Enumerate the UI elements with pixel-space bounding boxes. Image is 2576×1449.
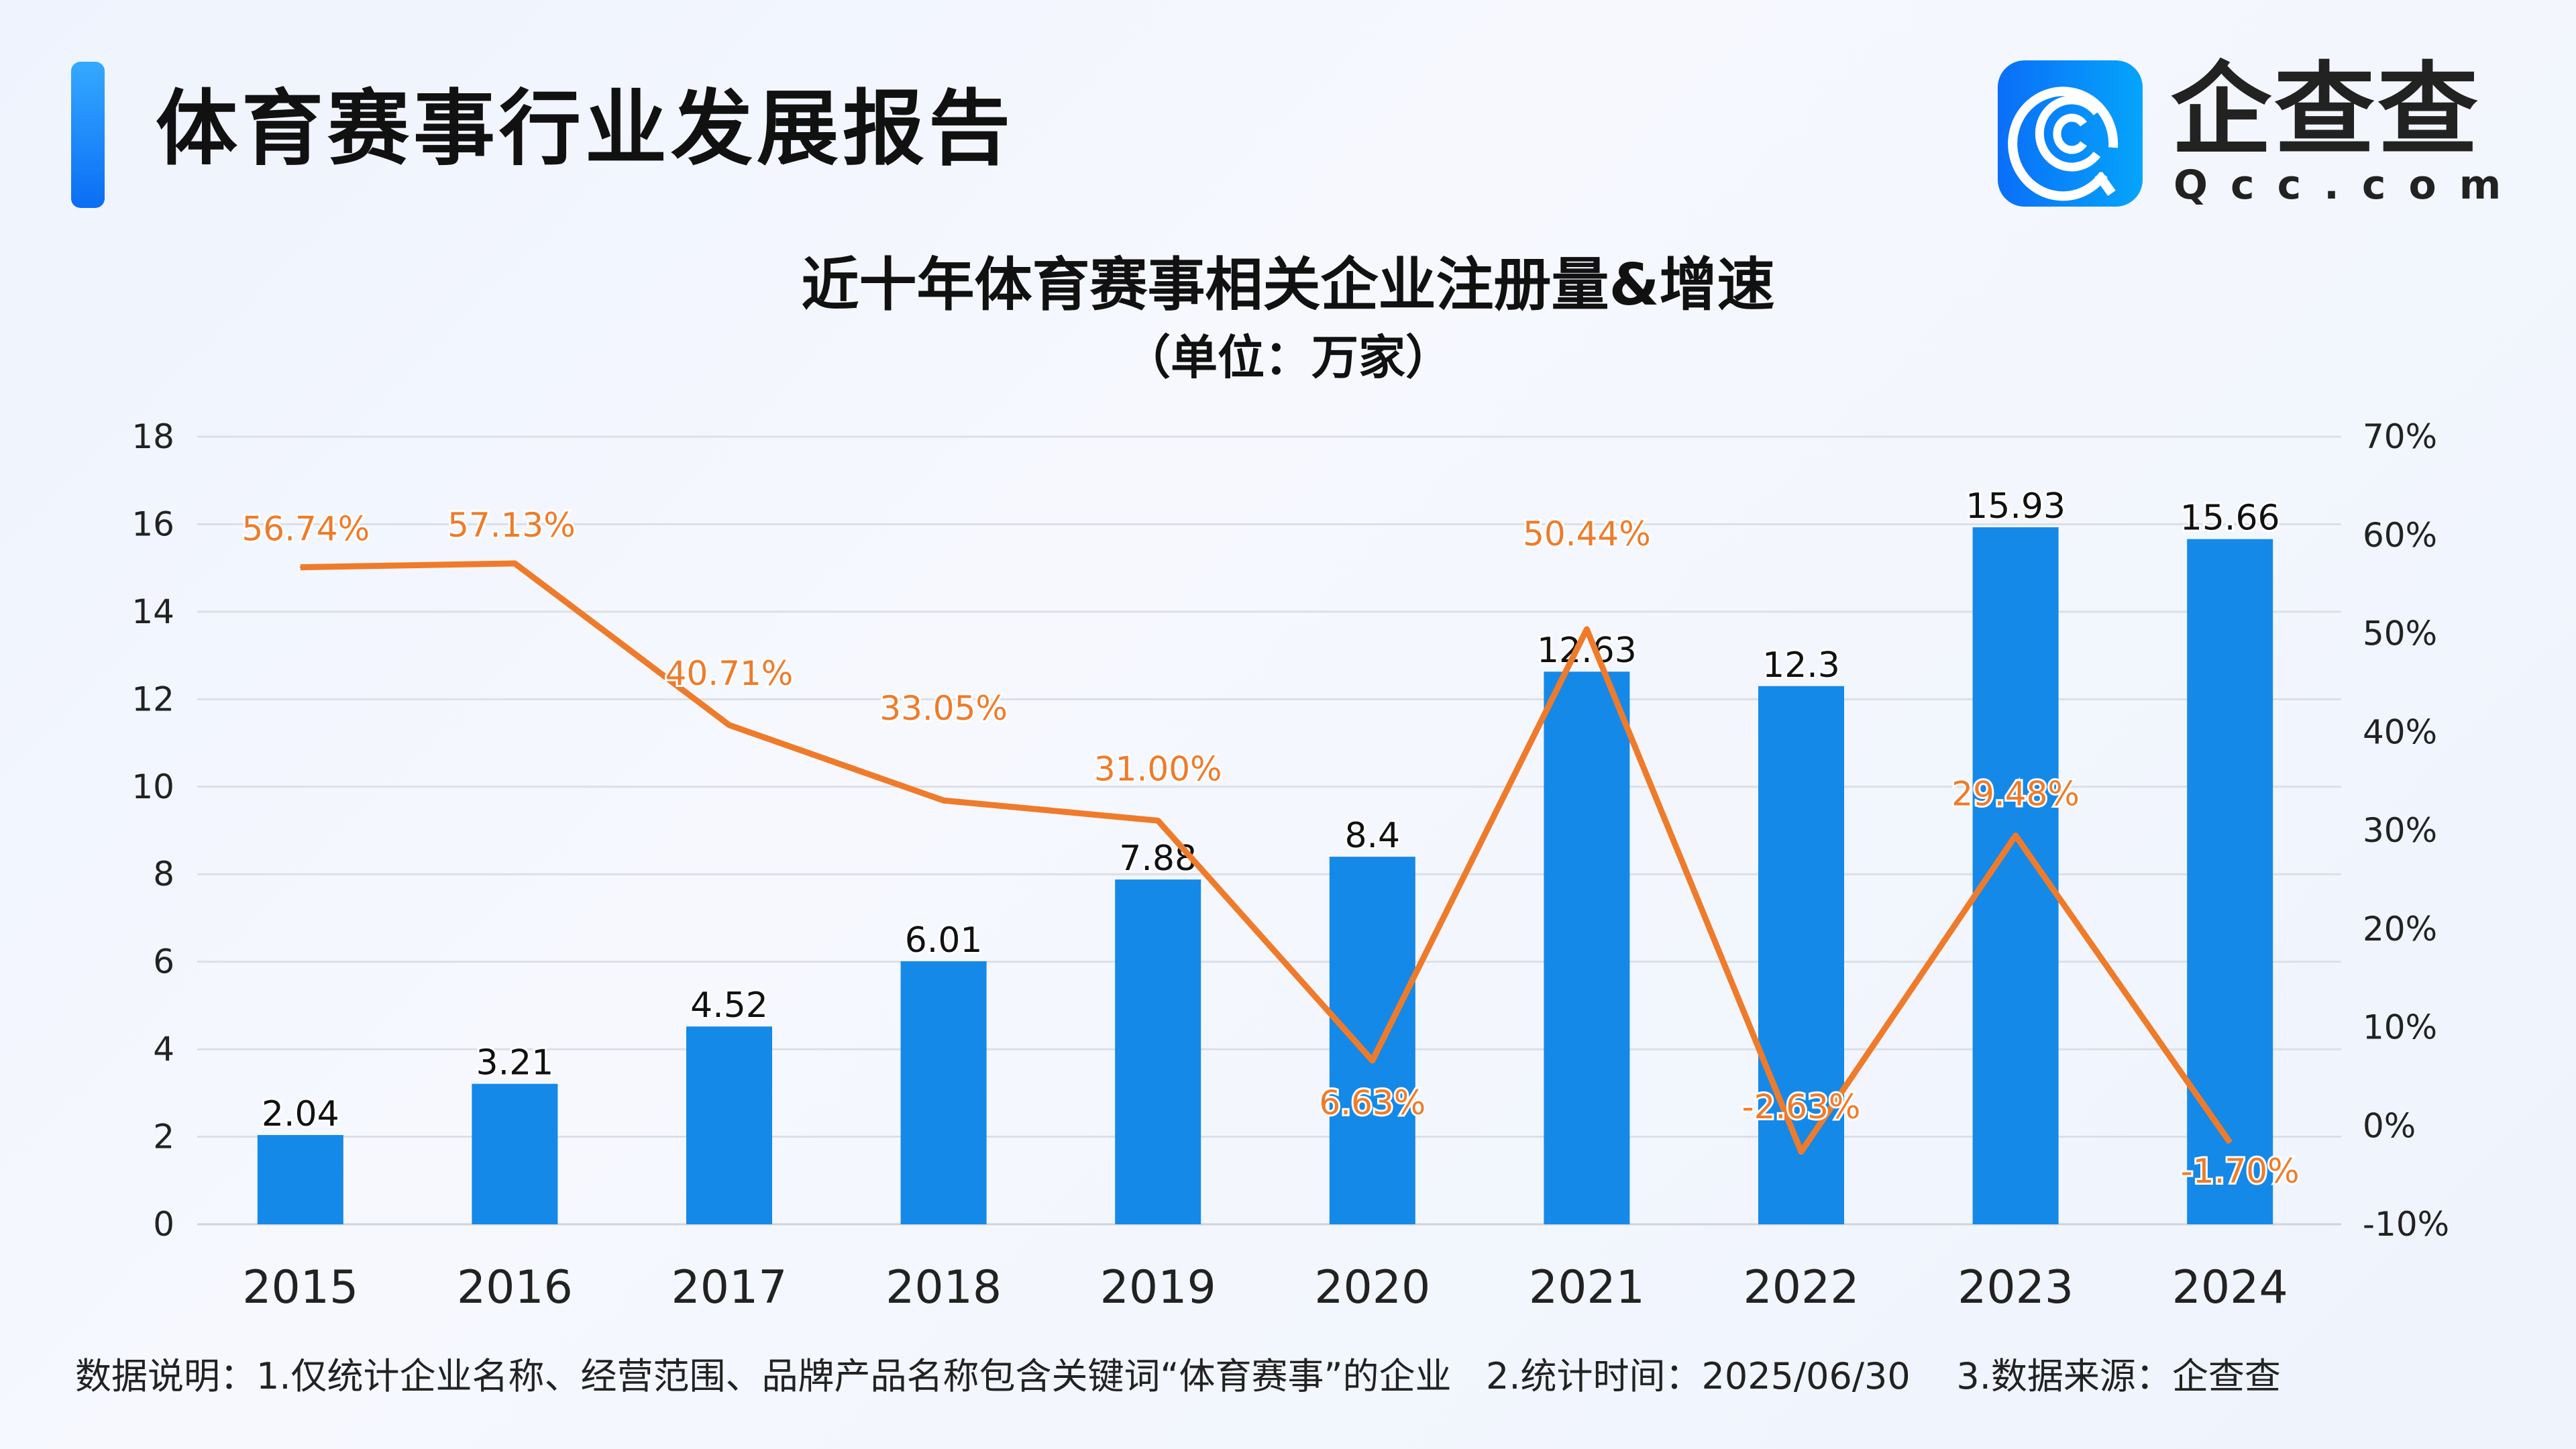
footer-note: 数据说明：1.仅统计企业名称、经营范围、品牌产品名称包含关键词“体育赛事”的企业… xyxy=(75,1355,2281,1397)
line-data-label: 50.44% xyxy=(1523,515,1651,553)
y-right-tick-label: 20% xyxy=(2363,910,2437,949)
bar-2015 xyxy=(257,1134,343,1224)
page-title: 体育赛事行业发展报告 xyxy=(156,81,1014,176)
line-point-2023 xyxy=(2015,835,2017,837)
line-data-label: 40.71% xyxy=(665,654,794,693)
y-right-tick-label: 10% xyxy=(2363,1008,2437,1047)
bar-2024 xyxy=(2187,539,2273,1224)
y-right-tick-label: 70% xyxy=(2363,417,2437,456)
logo-text-cn: 企查查 xyxy=(2171,52,2481,169)
bar-2020 xyxy=(1329,857,1415,1224)
line-point-2016 xyxy=(514,562,516,564)
x-tick-label: 2021 xyxy=(1529,1261,1645,1314)
x-tick-label: 2019 xyxy=(1100,1261,1216,1314)
line-data-label: -2.63% xyxy=(1742,1087,1861,1126)
y-left-tick-label: 2 xyxy=(153,1118,174,1157)
bar-data-label: 3.21 xyxy=(476,1043,554,1083)
line-data-label: 57.13% xyxy=(447,506,576,545)
line-data-label: 29.48% xyxy=(1951,775,2080,814)
y-right-tick-label: -10% xyxy=(2363,1205,2449,1244)
line-data-label: -1.70% xyxy=(2181,1152,2300,1191)
x-tick-label: 2020 xyxy=(1314,1261,1430,1314)
line-data-label: 56.74% xyxy=(241,510,370,549)
line-point-2019 xyxy=(1157,820,1159,822)
x-tick-label: 2024 xyxy=(2172,1261,2288,1314)
bar-data-label: 6.01 xyxy=(905,920,983,961)
bar-data-label: 15.93 xyxy=(1966,486,2065,527)
y-left-tick-label: 18 xyxy=(131,417,174,456)
line-point-2020 xyxy=(1371,1059,1373,1061)
y-left-tick-label: 0 xyxy=(153,1205,174,1244)
line-data-label: 6.63% xyxy=(1319,1083,1426,1122)
y-right-tick-label: 40% xyxy=(2363,712,2437,751)
y-right-tick-label: 0% xyxy=(2363,1106,2416,1145)
line-data-label: 31.00% xyxy=(1094,749,1222,788)
chart-title: 近十年体育赛事相关企业注册量&增速 xyxy=(801,252,1775,319)
bar-2022 xyxy=(1758,686,1844,1224)
x-tick-label: 2023 xyxy=(1957,1261,2074,1314)
qcc-logo-icon xyxy=(1998,60,2143,207)
y-left-tick-label: 8 xyxy=(153,855,174,894)
y-left-tick-label: 12 xyxy=(131,680,174,718)
growth-rate-line xyxy=(300,560,2233,1155)
y-left-tick-label: 16 xyxy=(131,504,174,543)
y-right-tick-label: 30% xyxy=(2363,811,2437,850)
x-tick-label: 2022 xyxy=(1743,1261,1859,1314)
line-point-2021 xyxy=(1586,629,1588,631)
header-accent-bar xyxy=(71,62,105,208)
bar-data-label: 4.52 xyxy=(690,985,768,1026)
bar-data-label: 2.04 xyxy=(262,1094,339,1134)
bar-data-label: 15.66 xyxy=(2180,498,2280,539)
bar-data-label: 7.88 xyxy=(1119,839,1197,879)
y-right-tick-label: 50% xyxy=(2363,614,2437,653)
bar-2017 xyxy=(686,1026,772,1224)
line-point-2024 xyxy=(2229,1142,2231,1144)
line-data-label: 33.05% xyxy=(879,689,1008,728)
x-tick-label: 2018 xyxy=(885,1261,1002,1314)
chart-subtitle: （单位：万家） xyxy=(1124,330,1452,385)
x-tick-label: 2017 xyxy=(671,1261,787,1314)
y-right-tick-label: 60% xyxy=(2363,516,2437,555)
line-point-2018 xyxy=(943,800,945,802)
bar-2018 xyxy=(900,961,987,1224)
line-point-2022 xyxy=(1801,1150,1802,1152)
qcc-logo: 企查查 Qcc.com xyxy=(1998,60,2508,208)
y-left-tick-label: 14 xyxy=(131,592,174,631)
x-tick-label: 2015 xyxy=(242,1261,358,1314)
y-left-tick-label: 4 xyxy=(153,1030,174,1069)
line-point-2015 xyxy=(299,566,301,568)
bar-2021 xyxy=(1544,672,1630,1224)
y-left-tick-label: 10 xyxy=(131,767,174,806)
x-tick-label: 2016 xyxy=(457,1261,573,1314)
logo-text-en: Qcc.com xyxy=(2174,162,2524,209)
bar-data-label: 12.3 xyxy=(1762,645,1840,686)
bar-data-label: 8.4 xyxy=(1344,816,1400,856)
bar-2019 xyxy=(1115,879,1201,1224)
bar-2016 xyxy=(472,1083,558,1224)
line-point-2017 xyxy=(729,724,730,726)
y-left-tick-label: 6 xyxy=(153,943,174,981)
